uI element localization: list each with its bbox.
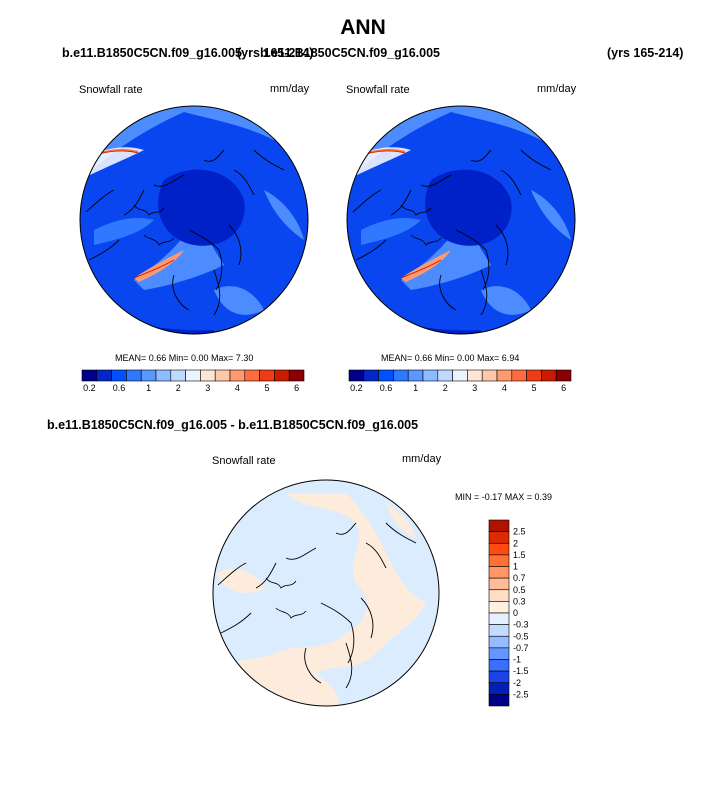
colorbar-swatch xyxy=(488,566,510,579)
colorbar-swatch xyxy=(467,369,483,382)
colorbar-tick-label: 3 xyxy=(472,383,477,393)
colorbar-right: 0.2 0.6 1 2 3 4 5 6 xyxy=(348,369,572,393)
colorbar-tick-label: 0.6 xyxy=(113,383,126,393)
colorbar-tick-label: 0.2 xyxy=(350,383,363,393)
colorbar-tick-label: 2.5 xyxy=(513,527,526,537)
colorbar-tick-label: 6 xyxy=(294,383,299,393)
colorbar-swatch xyxy=(488,542,510,556)
colorbar-difference: 2.52 1.5 10.7 0.50.3 0 -0.3-0.5 -0.7 -1-1.5 -2-2… xyxy=(488,519,529,707)
stats-right: MEAN= 0.66 Min= 0.00 Max= 6.94 xyxy=(381,353,520,363)
colorbar-tick-label: 0.3 xyxy=(513,596,526,606)
colorbar-swatch xyxy=(348,369,365,382)
colorbar-swatch xyxy=(511,369,527,382)
colorbar-tick-label: 4 xyxy=(235,383,240,393)
colorbar-tick-label: 5 xyxy=(531,383,536,393)
colorbar-swatch xyxy=(185,369,201,382)
colorbar-swatch xyxy=(488,635,510,649)
figure-title: ANN xyxy=(340,16,386,39)
colorbar-swatch xyxy=(111,369,127,382)
colorbar-swatch xyxy=(229,369,246,382)
colorbar-tick-label: 5 xyxy=(264,383,269,393)
colorbar-tick-label: 1.5 xyxy=(513,550,526,560)
difference-title: b.e11.B1850C5CN.f09_g16.005 - b.e11.B185… xyxy=(47,418,419,432)
colorbar-swatch xyxy=(488,694,510,707)
colorbar-tick-label: -1.5 xyxy=(513,666,529,676)
colorbar-tick-label: 0.5 xyxy=(513,585,526,595)
colorbar-swatch xyxy=(488,601,510,614)
control-name-right: b.e11.B1850C5CN.f09_g16.005 xyxy=(260,46,440,60)
colorbar-tick-label: 0.6 xyxy=(380,383,393,393)
colorbar-swatch xyxy=(488,554,510,567)
colorbar-tick-label: 1 xyxy=(146,383,151,393)
colorbar-tick-label: -0.3 xyxy=(513,620,529,630)
polar-map-left xyxy=(80,106,308,334)
variable-label-right: Snowfall rate xyxy=(346,84,410,96)
polar-map-difference xyxy=(213,480,439,706)
colorbar-swatch xyxy=(140,369,157,382)
colorbar-tick-label: -2.5 xyxy=(513,689,529,699)
colorbar-swatch xyxy=(488,531,510,544)
units-label-left: mm/day xyxy=(270,83,310,95)
colorbar-swatch xyxy=(393,369,409,382)
colorbar-left: 0.2 0.6 1 2 3 4 5 6 xyxy=(81,369,305,393)
colorbar-swatch xyxy=(126,369,142,382)
colorbar-swatch xyxy=(452,369,468,382)
colorbar-swatch xyxy=(496,369,513,382)
colorbar-swatch xyxy=(81,369,98,382)
colorbar-tick-label: 0 xyxy=(513,608,518,618)
colorbar-tick-label: 4 xyxy=(502,383,507,393)
colorbar-swatch xyxy=(244,369,260,382)
variable-label-diff: Snowfall rate xyxy=(212,455,276,467)
colorbar-swatch xyxy=(488,589,510,602)
colorbar-tick-label: -0.7 xyxy=(513,643,529,653)
colorbar-swatch xyxy=(481,369,498,382)
years-left: (yrs 165-214) xyxy=(237,46,314,60)
colorbar-tick-label: 2 xyxy=(176,383,181,393)
colorbar-tick-label: 6 xyxy=(561,383,566,393)
stats-diff: MIN = -0.17 MAX = 0.39 xyxy=(455,492,553,502)
variable-label-left: Snowfall rate xyxy=(79,84,143,96)
colorbar-tick-label: 0.2 xyxy=(83,383,96,393)
colorbar-swatch xyxy=(488,659,510,672)
colorbar-swatch xyxy=(200,369,216,382)
colorbar-swatch xyxy=(541,369,557,382)
colorbar-swatch xyxy=(488,670,510,684)
colorbar-swatch xyxy=(259,369,275,382)
colorbar-swatch xyxy=(488,624,510,637)
stats-left: MEAN= 0.66 Min= 0.00 Max= 7.30 xyxy=(115,353,254,363)
colorbar-swatch xyxy=(422,369,439,382)
polar-map-right xyxy=(347,106,575,334)
colorbar-swatch xyxy=(155,369,172,382)
colorbar-tick-label: 2 xyxy=(513,538,518,548)
colorbar-swatch xyxy=(488,682,510,695)
colorbar-swatch xyxy=(170,369,186,382)
colorbar-swatch xyxy=(363,369,379,382)
colorbar-swatch xyxy=(488,519,510,532)
colorbar-swatch xyxy=(488,577,510,591)
colorbar-tick-label: -0.5 xyxy=(513,631,529,641)
colorbar-tick-label: 3 xyxy=(205,383,210,393)
colorbar-tick-label: 1 xyxy=(513,562,518,572)
colorbar-swatch xyxy=(214,369,231,382)
colorbar-tick-label: -2 xyxy=(513,678,521,688)
units-label-right: mm/day xyxy=(537,83,577,95)
colorbar-swatch xyxy=(555,369,572,382)
colorbar-tick-label: -1 xyxy=(513,655,521,665)
colorbar-swatch xyxy=(488,612,510,625)
colorbar-swatch xyxy=(526,369,542,382)
colorbar-tick-label: 0.7 xyxy=(513,573,526,583)
colorbar-swatch xyxy=(437,369,453,382)
colorbar-swatch xyxy=(378,369,394,382)
colorbar-swatch xyxy=(96,369,112,382)
colorbar-tick-label: 1 xyxy=(413,383,418,393)
colorbar-swatch xyxy=(288,369,305,382)
colorbar-swatch xyxy=(407,369,424,382)
case-name-left: b.e11.B1850C5CN.f09_g16.005 xyxy=(62,46,242,60)
years-right: (yrs 165-214) xyxy=(607,46,684,60)
colorbar-swatch xyxy=(488,647,510,660)
units-label-diff: mm/day xyxy=(402,453,442,465)
colorbar-swatch xyxy=(274,369,290,382)
colorbar-tick-label: 2 xyxy=(443,383,448,393)
